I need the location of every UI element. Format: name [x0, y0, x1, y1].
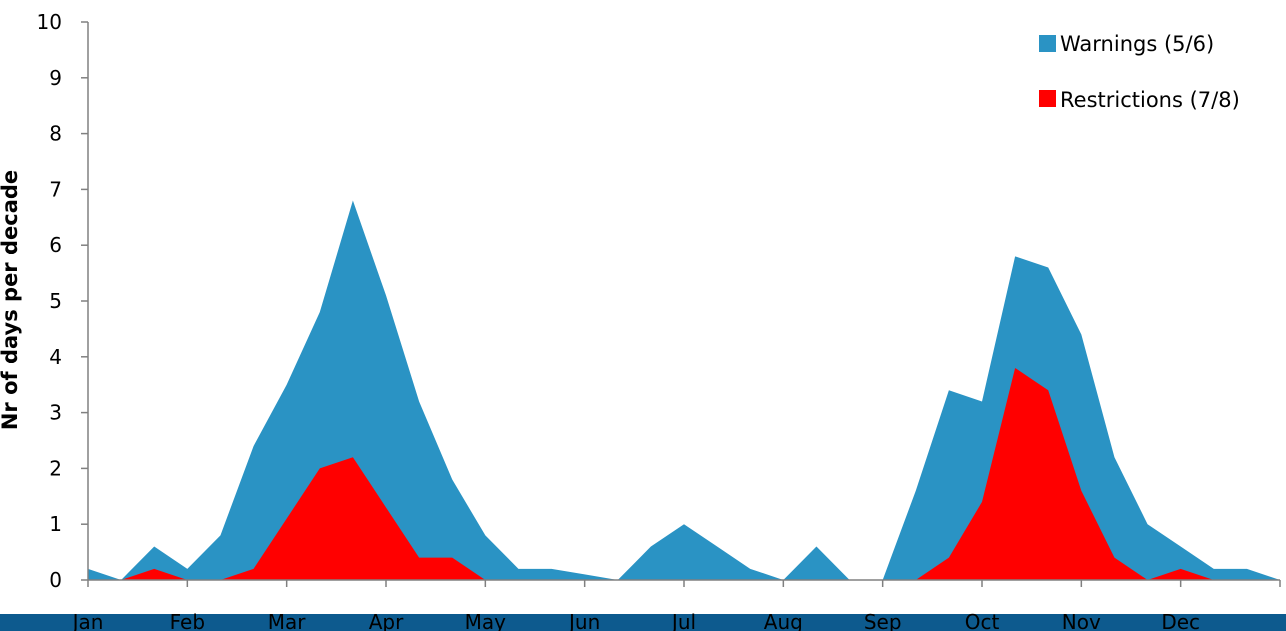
y-tick-label: 9 [49, 66, 62, 90]
y-tick-label: 5 [49, 289, 62, 313]
x-tick-label-apr: Apr [369, 610, 404, 631]
y-tick-label: 10 [37, 10, 62, 34]
y-tick-label: 3 [49, 401, 62, 425]
axis-layer [81, 21, 1281, 587]
legend-label-restrictions: Restrictions (7/8) [1060, 88, 1240, 112]
footer-band [0, 614, 1286, 631]
x-tick-label-oct: Oct [965, 610, 1000, 631]
y-tick-label: 1 [49, 512, 62, 536]
area-series-warnings [88, 200, 1280, 580]
x-tick-label-feb: Feb [170, 610, 205, 631]
x-tick-label-aug: Aug [764, 610, 803, 631]
series-layer [88, 200, 1280, 580]
area-series-restrictions [88, 367, 1280, 580]
x-tick-label-sep: Sep [864, 610, 902, 631]
x-tick-label-may: May [465, 610, 507, 631]
y-tick-label: 2 [49, 456, 62, 480]
x-tick-label-dec: Dec [1161, 610, 1200, 631]
legend-swatch-restrictions [1039, 90, 1056, 107]
x-tick-label-nov: Nov [1062, 610, 1101, 631]
y-tick-label: 0 [49, 568, 62, 592]
y-tick-label: 8 [49, 122, 62, 146]
x-tick-label-mar: Mar [268, 610, 307, 631]
legend-label-warnings: Warnings (5/6) [1060, 32, 1214, 56]
y-tick-label: 4 [49, 345, 62, 369]
label-layer: 0 1 2 3 4 5 6 7 8 9 10 Jan Feb Mar Apr May Jun Jul Aug Sep O… [37, 10, 1200, 631]
x-tick-label-jun: Jun [567, 610, 600, 631]
legend-swatch-warnings [1039, 35, 1056, 52]
y-axis-title: Nr of days per decade [0, 170, 22, 430]
y-tick-label: 7 [49, 177, 62, 201]
y-tick-label: 6 [49, 233, 62, 257]
x-tick-label-jan: Jan [71, 610, 104, 631]
legend: Warnings (5/6) Restrictions (7/8) [1039, 32, 1240, 112]
x-tick-label-jul: Jul [670, 610, 696, 631]
